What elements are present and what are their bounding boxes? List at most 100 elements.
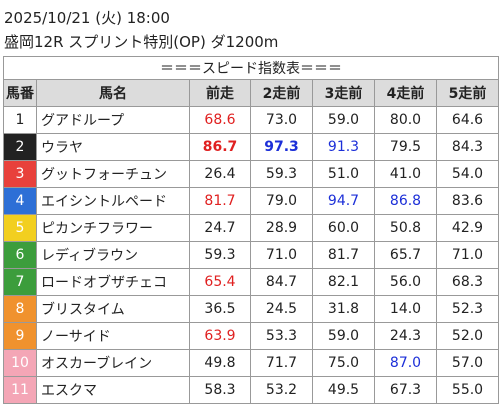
speed-index: 68.6 xyxy=(189,106,251,134)
horse-row: 8 ブリスタイム 36.5 24.5 31.8 14.0 52.3 xyxy=(3,295,500,323)
horse-number: 1 xyxy=(3,106,37,134)
horse-name: エスクマ xyxy=(36,376,190,404)
horse-row: 6 レディブラウン 59.3 71.0 81.7 65.7 71.0 xyxy=(3,241,500,269)
column-header: 馬番 xyxy=(3,79,37,107)
horse-name: エイシントルペード xyxy=(36,187,190,215)
speed-index: 59.3 xyxy=(189,241,251,269)
horse-row: 5 ピカンチフラワー 24.7 28.9 60.0 50.8 42.9 xyxy=(3,214,500,242)
speed-table: ＝＝＝スピード指数表＝＝＝ 馬番 馬名 前走 2走前 3走前 4走前 5走前 1 グアドループ… xyxy=(2,56,500,404)
speed-index: 84.3 xyxy=(435,133,500,161)
speed-index: 80.0 xyxy=(374,106,437,134)
horse-row: 2 ウラヤ 86.7 97.3 91.3 79.5 84.3 xyxy=(3,133,500,161)
speed-index: 41.0 xyxy=(374,160,437,188)
horse-name: ブリスタイム xyxy=(36,295,190,323)
horse-number: 4 xyxy=(3,187,37,215)
column-header: 2走前 xyxy=(250,79,313,107)
speed-index: 67.3 xyxy=(374,376,437,404)
speed-index: 86.8 xyxy=(374,187,437,215)
horse-name: オスカーブレイン xyxy=(36,349,190,377)
speed-index: 65.7 xyxy=(374,241,437,269)
horse-number: 9 xyxy=(3,322,37,350)
speed-index: 82.1 xyxy=(312,268,375,296)
horse-number: 2 xyxy=(3,133,37,161)
speed-index: 94.7 xyxy=(312,187,375,215)
speed-index: 52.0 xyxy=(435,322,500,350)
speed-index: 24.3 xyxy=(374,322,437,350)
speed-index: 81.7 xyxy=(312,241,375,269)
speed-index: 63.9 xyxy=(189,322,251,350)
speed-index: 73.0 xyxy=(250,106,313,134)
datetime: 2025/10/21 (火) 18:00 xyxy=(4,9,170,27)
speed-index: 59.3 xyxy=(250,160,313,188)
horse-row: 1 グアドループ 68.6 73.0 59.0 80.0 64.6 xyxy=(3,106,500,134)
speed-index: 53.2 xyxy=(250,376,313,404)
speed-index: 71.7 xyxy=(250,349,313,377)
speed-index: 26.4 xyxy=(189,160,251,188)
header-row: 馬番 馬名 前走 2走前 3走前 4走前 5走前 xyxy=(3,79,500,107)
horse-name: グットフォーチュン xyxy=(36,160,190,188)
horse-number: 3 xyxy=(3,160,37,188)
speed-index: 55.0 xyxy=(435,376,500,404)
speed-index: 79.5 xyxy=(374,133,437,161)
horse-number: 10 xyxy=(3,349,37,377)
column-header: 馬名 xyxy=(36,79,190,107)
horse-row: 7 ロードオブザチェコ 65.4 84.7 82.1 56.0 68.3 xyxy=(3,268,500,296)
speed-index: 53.3 xyxy=(250,322,313,350)
column-header: 前走 xyxy=(189,79,251,107)
horse-name: ロードオブザチェコ xyxy=(36,268,190,296)
horse-number: 11 xyxy=(3,376,37,404)
speed-index: 71.0 xyxy=(250,241,313,269)
speed-index: 79.0 xyxy=(250,187,313,215)
speed-index: 97.3 xyxy=(250,133,313,161)
speed-index: 65.4 xyxy=(189,268,251,296)
speed-index: 28.9 xyxy=(250,214,313,242)
horse-name: グアドループ xyxy=(36,106,190,134)
horse-row: 11 エスクマ 58.3 53.2 49.5 67.3 55.0 xyxy=(3,376,500,404)
speed-index: 54.0 xyxy=(435,160,500,188)
table-title: ＝＝＝スピード指数表＝＝＝ xyxy=(2,56,500,80)
speed-index: 49.5 xyxy=(312,376,375,404)
speed-index: 58.3 xyxy=(189,376,251,404)
speed-index: 59.0 xyxy=(312,106,375,134)
column-header: 3走前 xyxy=(312,79,375,107)
horse-name: レディブラウン xyxy=(36,241,190,269)
speed-index: 84.7 xyxy=(250,268,313,296)
race-title: 盛岡12R スプリント特別(OP) ダ1200m xyxy=(4,33,279,51)
speed-index: 60.0 xyxy=(312,214,375,242)
speed-index: 86.7 xyxy=(189,133,251,161)
speed-index: 42.9 xyxy=(435,214,500,242)
horse-number: 6 xyxy=(3,241,37,269)
column-header: 4走前 xyxy=(374,79,437,107)
table-body: 1 グアドループ 68.6 73.0 59.0 80.0 64.6 2 ウラヤ 86.7 97.3 9… xyxy=(3,106,500,404)
speed-index: 68.3 xyxy=(435,268,500,296)
speed-index: 64.6 xyxy=(435,106,500,134)
speed-index: 71.0 xyxy=(435,241,500,269)
speed-index: 59.0 xyxy=(312,322,375,350)
horse-row: 3 グットフォーチュン 26.4 59.3 51.0 41.0 54.0 xyxy=(3,160,500,188)
speed-index: 81.7 xyxy=(189,187,251,215)
horse-number: 5 xyxy=(3,214,37,242)
horse-row: 10 オスカーブレイン 49.8 71.7 75.0 87.0 57.0 xyxy=(3,349,500,377)
speed-index: 83.6 xyxy=(435,187,500,215)
horse-name: ピカンチフラワー xyxy=(36,214,190,242)
speed-index: 51.0 xyxy=(312,160,375,188)
speed-index: 24.5 xyxy=(250,295,313,323)
horse-number: 7 xyxy=(3,268,37,296)
speed-index: 14.0 xyxy=(374,295,437,323)
speed-index: 31.8 xyxy=(312,295,375,323)
horse-row: 9 ノーサイド 63.9 53.3 59.0 24.3 52.0 xyxy=(3,322,500,350)
speed-index: 24.7 xyxy=(189,214,251,242)
horse-name: ノーサイド xyxy=(36,322,190,350)
column-header: 5走前 xyxy=(435,79,500,107)
speed-index: 36.5 xyxy=(189,295,251,323)
speed-index: 49.8 xyxy=(189,349,251,377)
speed-index: 91.3 xyxy=(312,133,375,161)
speed-index: 52.3 xyxy=(435,295,500,323)
horse-number: 8 xyxy=(3,295,37,323)
speed-index: 87.0 xyxy=(374,349,437,377)
horse-name: ウラヤ xyxy=(36,133,190,161)
horse-row: 4 エイシントルペード 81.7 79.0 94.7 86.8 83.6 xyxy=(3,187,500,215)
speed-index: 56.0 xyxy=(374,268,437,296)
speed-index: 75.0 xyxy=(312,349,375,377)
